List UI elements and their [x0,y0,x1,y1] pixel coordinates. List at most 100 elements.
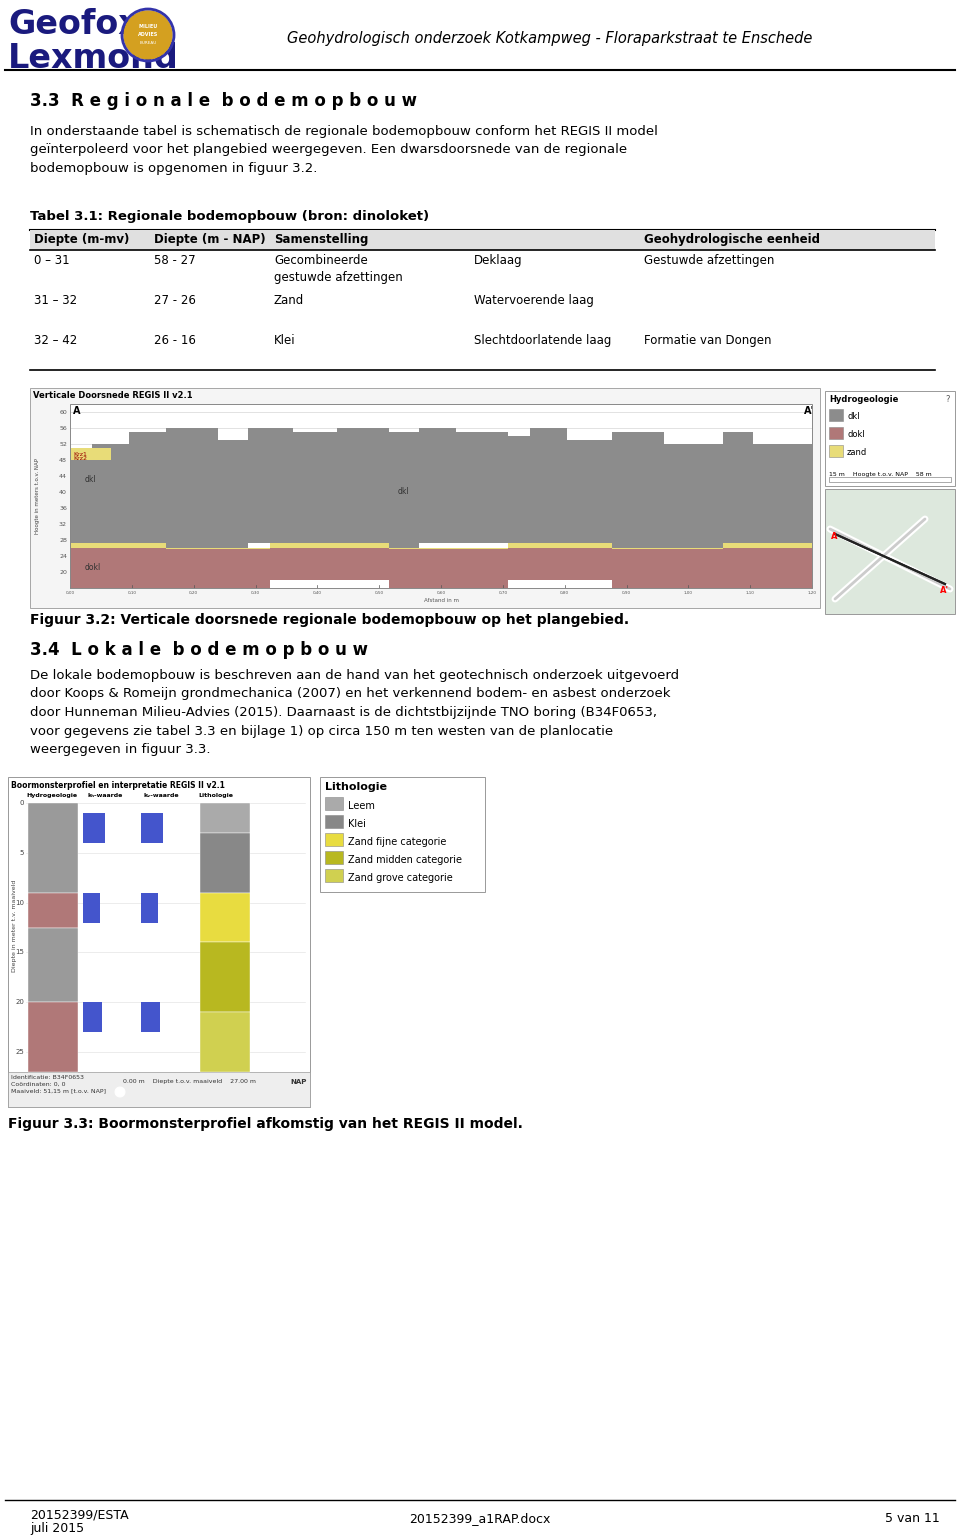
Bar [166,428,219,548]
Text: 0,50: 0,50 [374,591,384,596]
Text: Figuur 3.3: Boormonsterprofiel afkomstig van het REGIS II model.: Figuur 3.3: Boormonsterprofiel afkomstig… [8,1117,523,1131]
Text: 31 – 32: 31 – 32 [34,295,77,307]
Bar [325,834,343,846]
Text: Identificatie: B34F0653
Coördinaten: 0, 0
Maaiveld: 51,15 m [t.o.v. NAP]: Identificatie: B34F0653 Coördinaten: 0, … [11,1074,106,1093]
Bar [530,428,567,548]
Bar [70,460,92,543]
Text: 1,00: 1,00 [684,591,693,596]
Text: 0,20: 0,20 [189,591,198,596]
Bar [248,428,293,543]
Text: 32: 32 [59,522,67,527]
Text: NAP: NAP [290,1079,306,1085]
Bar [83,814,105,843]
Text: Klei: Klei [348,820,366,829]
Text: 25: 25 [15,1048,24,1055]
Text: juli 2015: juli 2015 [30,1523,84,1535]
Text: Samenstelling: Samenstelling [274,233,369,246]
Text: 10: 10 [15,900,24,906]
Text: Klei: Klei [274,335,296,347]
Bar [30,230,935,250]
Bar [271,580,389,588]
Bar [28,927,78,1002]
Bar [825,391,955,487]
Text: 36: 36 [60,505,67,511]
Text: dokl: dokl [85,563,101,573]
Bar [320,777,485,892]
Text: zand: zand [847,448,867,457]
Bar [141,814,163,843]
Bar [200,893,250,942]
Text: 0,30: 0,30 [251,591,260,596]
Bar [83,893,100,923]
Text: 20152399_a1RAP.docx: 20152399_a1RAP.docx [409,1512,551,1524]
Text: Diepte (m - NAP): Diepte (m - NAP) [154,233,266,246]
Text: 0,00: 0,00 [65,591,75,596]
Bar [508,436,530,548]
Text: Slechtdoorlatende laag: Slechtdoorlatende laag [474,335,612,347]
Text: 28: 28 [60,537,67,542]
Bar [200,1012,250,1071]
Text: 0: 0 [19,800,24,806]
Text: Hoogte in meters t.o.v. NAP: Hoogte in meters t.o.v. NAP [36,457,40,534]
Text: Afstand in m: Afstand in m [423,599,459,603]
Text: In onderstaande tabel is schematisch de regionale bodemopbouw conform het REGIS : In onderstaande tabel is schematisch de … [30,124,658,175]
Circle shape [115,1087,125,1098]
Bar [200,834,250,893]
Text: 15: 15 [15,950,24,955]
Bar [141,1002,160,1032]
Text: dkl: dkl [85,476,97,485]
Text: 3.3  R e g i o n a l e  b o d e m o p b o u w: 3.3 R e g i o n a l e b o d e m o p b o … [30,92,417,111]
Text: Hydrogeologie: Hydrogeologie [26,794,77,798]
Text: ADVIES: ADVIES [138,32,158,37]
Text: Geofox-: Geofox- [8,8,154,41]
Bar [70,548,812,588]
Text: 0 – 31: 0 – 31 [34,253,70,267]
Text: 56: 56 [60,425,67,430]
Bar [325,850,343,864]
Bar [723,543,812,548]
Text: Lexmond: Lexmond [8,41,179,75]
Text: 26 - 16: 26 - 16 [154,335,196,347]
Bar [829,445,843,457]
Bar [219,441,248,548]
Bar [130,431,166,543]
Text: 0,70: 0,70 [498,591,508,596]
Bar [389,431,419,548]
Text: Figuur 3.2: Verticale doorsnede regionale bodemopbouw op het plangebied.: Figuur 3.2: Verticale doorsnede regional… [30,612,629,626]
Text: A: A [831,533,837,540]
Bar [83,1002,103,1032]
Bar [508,543,612,548]
Text: Gecombineerde
gestuwde afzettingen: Gecombineerde gestuwde afzettingen [274,253,403,284]
Bar [28,893,78,927]
Text: 60: 60 [60,410,67,414]
Text: dkl: dkl [398,488,410,496]
Text: 0.00 m    Diepte t.o.v. maaiveld    27.00 m: 0.00 m Diepte t.o.v. maaiveld 27.00 m [123,1079,256,1084]
Bar [200,942,250,1012]
Bar [825,490,955,614]
Bar [508,580,612,588]
Text: Lithologie: Lithologie [325,781,387,792]
Bar [92,444,130,543]
Text: 52: 52 [60,442,67,447]
Text: Geohydrologisch onderzoek Kotkampweg - Floraparkstraat te Enschede: Geohydrologisch onderzoek Kotkampweg - F… [287,31,813,46]
Text: 32 – 42: 32 – 42 [34,335,77,347]
Bar [141,893,157,923]
Bar [28,1002,78,1071]
Text: 0,80: 0,80 [560,591,569,596]
Text: Geohydrologische eenheid: Geohydrologische eenheid [644,233,820,246]
Text: 44: 44 [59,473,67,479]
Bar [663,444,723,548]
Text: Krz2: Krz2 [73,456,87,460]
Text: Deklaag: Deklaag [474,253,522,267]
Text: Boormonsterprofiel en interpretatie REGIS II v2.1: Boormonsterprofiel en interpretatie REGI… [11,781,225,791]
Text: Lithologie: Lithologie [198,794,233,798]
Text: 15 m    Hoogte t.o.v. NAP    58 m: 15 m Hoogte t.o.v. NAP 58 m [829,471,932,477]
Bar [70,404,812,588]
Bar [753,444,812,543]
Bar [612,431,663,548]
Text: Zand: Zand [274,295,304,307]
Text: A: A [73,405,81,416]
Bar [70,543,166,548]
Text: Gestuwde afzettingen: Gestuwde afzettingen [644,253,775,267]
Text: A': A' [940,586,949,596]
